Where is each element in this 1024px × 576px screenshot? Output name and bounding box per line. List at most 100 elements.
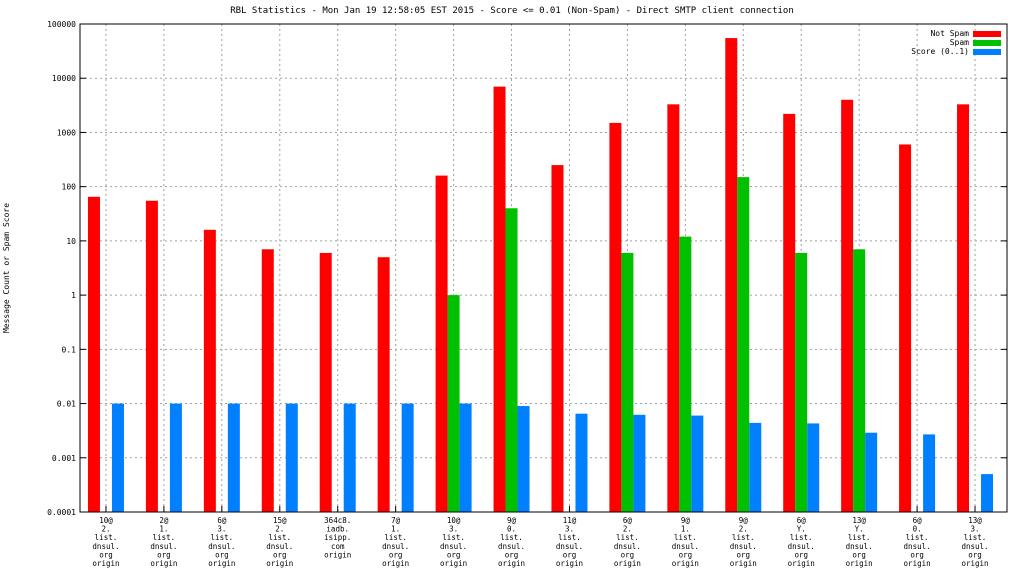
bar-score-0-1--4 xyxy=(343,403,356,512)
x-tick-label: origin xyxy=(904,559,931,568)
x-tick-label: org xyxy=(447,550,461,559)
x-tick-label: origin xyxy=(788,559,815,568)
x-tick-label: 1. xyxy=(391,525,400,534)
bar-score-0-1--5 xyxy=(401,403,414,512)
y-tick-label: 0.001 xyxy=(52,454,76,463)
x-tick-label: Y. xyxy=(855,525,864,534)
x-tick-label: list. xyxy=(906,533,929,542)
y-axis-label: Message Count or Spam Score xyxy=(2,203,11,333)
x-tick-label: list. xyxy=(558,533,581,542)
x-tick-label: dnsul. xyxy=(556,542,583,551)
x-tick-label: 9@ xyxy=(681,516,691,525)
x-tick-label: 13@ xyxy=(968,516,982,525)
x-tick-label: isipp. xyxy=(324,533,351,542)
x-tick-label: 15@ xyxy=(273,516,287,525)
bar-score-0-1--1 xyxy=(169,403,182,512)
y-tick-label: 1000 xyxy=(57,128,76,137)
x-tick-label: 9@ xyxy=(507,516,517,525)
x-tick-label: 364c8. xyxy=(324,516,351,525)
x-tick-label: list. xyxy=(95,533,118,542)
x-tick-label: dnsul. xyxy=(961,542,988,551)
x-tick-label: org xyxy=(563,550,577,559)
x-tick-label: list. xyxy=(732,533,755,542)
bar-score-0-1--2 xyxy=(227,403,240,512)
x-tick-label: list. xyxy=(674,533,697,542)
x-tick-label: iadb. xyxy=(326,525,349,534)
bar-not-spam-15 xyxy=(957,104,970,512)
bar-not-spam-7 xyxy=(493,86,506,513)
x-tick-label: list. xyxy=(848,533,871,542)
bar-not-spam-10 xyxy=(667,104,680,512)
x-tick-label: list. xyxy=(500,533,523,542)
chart-title: RBL Statistics - Mon Jan 19 12:58:05 EST… xyxy=(230,6,794,16)
bar-score-0-1--8 xyxy=(575,413,588,512)
x-tick-label: 2. xyxy=(739,525,748,534)
bar-score-0-1--6 xyxy=(459,403,472,512)
x-tick-label: 6@ xyxy=(797,516,807,525)
x-tick-label: origin xyxy=(266,559,293,568)
legend-swatch-1 xyxy=(973,40,1001,46)
x-tick-label: origin xyxy=(208,559,235,568)
bar-not-spam-2 xyxy=(203,229,216,512)
x-tick-label: 11@ xyxy=(563,516,577,525)
bar-score-0-1--13 xyxy=(865,432,878,512)
bar-score-0-1--14 xyxy=(923,434,936,512)
x-tick-label: dnsul. xyxy=(846,542,873,551)
x-tick-label: origin xyxy=(440,559,467,568)
x-tick-label: dnsul. xyxy=(266,542,293,551)
x-tick-label: dnsul. xyxy=(788,542,815,551)
x-tick-label: dnsul. xyxy=(150,542,177,551)
x-tick-label: origin xyxy=(846,559,873,568)
x-tick-label: org xyxy=(968,550,982,559)
x-tick-label: 7@ xyxy=(391,516,401,525)
bar-not-spam-3 xyxy=(261,249,274,512)
x-tick-label: 2. xyxy=(101,525,110,534)
x-tick-label: 3. xyxy=(449,525,458,534)
x-tick-label: org xyxy=(215,550,229,559)
y-tick-label: 0.0001 xyxy=(47,508,76,517)
x-tick-label: list. xyxy=(384,533,407,542)
x-tick-label: org xyxy=(621,550,635,559)
x-tick-label: org xyxy=(99,550,113,559)
x-tick-label: org xyxy=(157,550,171,559)
x-tick-label: 6@ xyxy=(913,516,923,525)
x-tick-label: origin xyxy=(556,559,583,568)
bar-spam-13 xyxy=(853,249,866,512)
x-tick-label: 0. xyxy=(507,525,516,534)
x-tick-label: origin xyxy=(672,559,699,568)
bar-score-0-1--9 xyxy=(633,414,646,512)
bar-spam-6 xyxy=(447,295,460,512)
y-tick-label: 0.1 xyxy=(62,345,77,354)
legend-swatch-2 xyxy=(973,49,1001,55)
x-tick-label: list. xyxy=(442,533,465,542)
x-tick-label: list. xyxy=(790,533,813,542)
bar-not-spam-11 xyxy=(725,38,738,512)
x-tick-label: org xyxy=(505,550,519,559)
x-tick-label: dnsul. xyxy=(498,542,525,551)
x-tick-label: list. xyxy=(153,533,176,542)
bar-score-0-1--15 xyxy=(981,474,994,512)
x-tick-label: 3. xyxy=(217,525,226,534)
x-tick-label: origin xyxy=(92,559,119,568)
y-tick-label: 10000 xyxy=(52,74,76,83)
y-tick-label: 100 xyxy=(62,183,77,192)
x-tick-label: list. xyxy=(268,533,291,542)
bar-not-spam-12 xyxy=(783,113,796,512)
x-tick-label: org xyxy=(389,550,403,559)
plot-border xyxy=(79,23,1008,513)
x-tick-label: dnsul. xyxy=(614,542,641,551)
x-tick-label: 2. xyxy=(275,525,284,534)
x-tick-label: 1. xyxy=(159,525,168,534)
x-tick-label: 9@ xyxy=(739,516,749,525)
x-tick-label: origin xyxy=(730,559,757,568)
y-tick-label: 10 xyxy=(66,237,76,246)
x-tick-label: org xyxy=(852,550,866,559)
bar-not-spam-5 xyxy=(377,257,390,512)
x-tick-label: org xyxy=(679,550,693,559)
bar-score-0-1--0 xyxy=(111,403,124,512)
x-tick-label: origin xyxy=(614,559,641,568)
x-tick-label: list. xyxy=(211,533,234,542)
x-tick-label: 1. xyxy=(681,525,690,534)
x-tick-label: origin xyxy=(382,559,409,568)
bar-spam-12 xyxy=(795,252,808,512)
